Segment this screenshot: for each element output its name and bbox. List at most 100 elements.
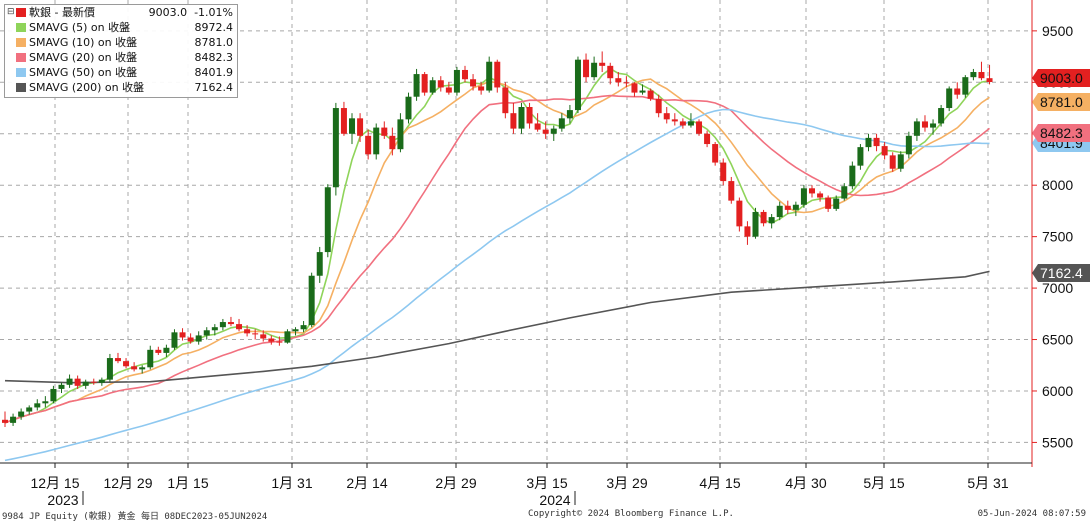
candle <box>461 65 468 83</box>
legend-row-sma[interactable]: SMAVG (20) on 收盤 8482.3 <box>5 50 237 65</box>
candle <box>147 345 154 370</box>
legend-swatch <box>16 23 26 32</box>
candle <box>236 318 243 332</box>
candle-body <box>421 74 428 93</box>
candle-body <box>897 154 904 169</box>
candle <box>421 72 428 96</box>
candle-body <box>244 329 251 334</box>
candle <box>792 201 799 217</box>
value-tag-bg <box>1032 69 1090 87</box>
y-tick-label: 9500 <box>1042 23 1073 39</box>
candle-body <box>155 349 162 353</box>
candle <box>913 118 920 141</box>
x-tick-label: 2月 14 <box>346 475 387 491</box>
candle <box>203 327 210 340</box>
legend-series-value: 8401.9 <box>194 66 234 79</box>
legend-row-sma[interactable]: SMAVG (50) on 收盤 8401.9 <box>5 65 237 80</box>
candle-body <box>18 411 25 417</box>
candle <box>405 92 412 124</box>
candle <box>800 185 807 208</box>
candle <box>881 141 888 160</box>
candle-body <box>881 146 888 156</box>
candle-body <box>865 137 872 148</box>
candle-body <box>397 119 404 150</box>
candle-body <box>930 123 937 128</box>
candle-body <box>671 119 678 122</box>
candle-body <box>163 347 170 353</box>
candle-body <box>760 211 767 224</box>
legend-row-price[interactable]: ⊟ 軟銀 - 最新價 9003.0 -1.01% <box>5 5 237 20</box>
legend-series-name: SMAVG (5) on 收盤 <box>29 21 131 34</box>
legend-row-sma[interactable]: SMAVG (200) on 收盤 7162.4 <box>5 80 237 95</box>
candle-body <box>308 275 315 326</box>
candle <box>986 64 993 85</box>
y-tick-label: 7500 <box>1042 229 1073 245</box>
sma-10-line <box>4 78 990 424</box>
candle-body <box>58 384 65 389</box>
candle-body <box>195 335 202 342</box>
candle <box>946 86 953 112</box>
candle-body <box>792 204 799 210</box>
candle <box>42 396 49 408</box>
candle-body <box>340 108 347 134</box>
candle <box>106 353 113 382</box>
candle-body <box>292 329 299 332</box>
candle <box>478 82 485 95</box>
candle <box>123 358 130 369</box>
candle-body <box>171 332 178 348</box>
candle <box>219 318 226 331</box>
candle <box>381 121 388 139</box>
candle-body <box>696 121 703 134</box>
candle-body <box>510 113 517 129</box>
candle <box>494 59 501 93</box>
candle-body <box>284 331 291 343</box>
candle-body <box>986 78 993 83</box>
candle <box>82 379 89 389</box>
value-tag-bg <box>1032 264 1090 282</box>
candle-body <box>470 79 477 87</box>
candle-body <box>607 65 614 79</box>
legend-series-value: 8482.3 <box>194 51 234 64</box>
candle <box>155 346 162 355</box>
candle-body <box>179 332 186 338</box>
candle <box>163 344 170 358</box>
candle-body <box>889 155 896 169</box>
candle-body <box>526 107 533 124</box>
legend-series-list: SMAVG (5) on 收盤 8972.4 SMAVG (10) on 收盤 878… <box>5 20 237 95</box>
candle <box>276 336 283 346</box>
candle <box>268 335 275 345</box>
y-tick-label: 5500 <box>1042 434 1073 450</box>
candle <box>784 200 791 215</box>
legend-row-sma[interactable]: SMAVG (10) on 收盤 8781.0 <box>5 35 237 50</box>
y-tick-label: 6500 <box>1042 332 1073 348</box>
candle <box>510 102 517 134</box>
x-tick-label: 3月 29 <box>606 475 647 491</box>
candle <box>139 365 146 374</box>
candle <box>639 84 646 95</box>
candle-body <box>704 133 711 145</box>
candle <box>583 53 590 83</box>
candle <box>349 113 356 145</box>
candle-body <box>131 366 138 370</box>
candle-body <box>66 378 73 385</box>
sma-50-line <box>4 108 990 462</box>
legend-row-sma[interactable]: SMAVG (5) on 收盤 8972.4 <box>5 20 237 35</box>
candle-body <box>139 367 146 370</box>
x-tick-label: 3月 15 <box>526 475 567 491</box>
candle <box>905 131 912 159</box>
candle-body <box>365 135 372 155</box>
candle-body <box>784 205 791 210</box>
candle-body <box>123 361 130 367</box>
candle <box>332 102 339 196</box>
legend-price-value: 9003.0 -1.01% <box>149 5 233 20</box>
candle <box>954 82 961 99</box>
candle-body <box>833 198 840 209</box>
candle-body <box>817 193 824 198</box>
candle <box>938 104 945 127</box>
candle-body <box>591 62 598 78</box>
collapse-icon[interactable]: ⊟ <box>7 7 15 17</box>
candle <box>486 56 493 93</box>
x-tick-label: 1月 31 <box>271 475 312 491</box>
candle-body <box>236 324 243 330</box>
legend-series-name: SMAVG (200) on 收盤 <box>29 81 145 94</box>
